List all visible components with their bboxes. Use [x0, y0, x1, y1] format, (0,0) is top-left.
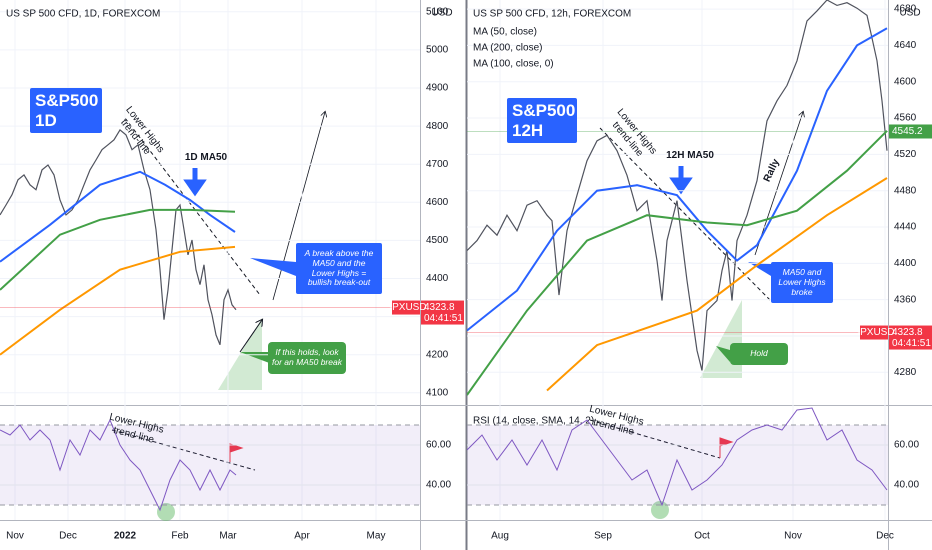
- price-badge: [421, 300, 464, 325]
- symbol-badge: [392, 300, 420, 315]
- price-line: [0, 245, 236, 356]
- price-time: 04:41:51: [892, 338, 931, 349]
- y-tick-label: 4200: [426, 349, 449, 360]
- annotation: 12H MA50: [666, 150, 714, 161]
- rsi-tick-label: 40.00: [894, 480, 919, 491]
- x-tick-label: Dec: [876, 531, 894, 542]
- y-tick-label: 4500: [426, 235, 449, 246]
- rsi-band: [0, 425, 420, 505]
- currency: USD: [431, 8, 452, 19]
- annotation: S&P500 12H: [507, 98, 577, 144]
- annotation: MA50 and Lower Highs broke: [771, 262, 833, 304]
- rsi-tick-label: 40.00: [426, 480, 451, 491]
- symbol-label: SPXUSD: [853, 327, 894, 338]
- x-tick-label: Oct: [694, 531, 710, 542]
- x-tick-label: Feb: [171, 531, 189, 542]
- legend-entry: MA (100, close, 0): [473, 59, 554, 70]
- rsi-title: RSI (14, close, SMA, 14, 2): [473, 416, 594, 427]
- price-line: [467, 27, 888, 332]
- rsi-tick-label: 60.00: [894, 440, 919, 451]
- y-tick-label: 5100: [426, 6, 449, 17]
- y-tick-label: 4800: [426, 121, 449, 132]
- rsi-line: [0, 418, 237, 512]
- y-tick-label: 4400: [894, 258, 917, 269]
- x-tick-label: Apr: [294, 531, 310, 542]
- y-tick-label: 4440: [894, 222, 917, 233]
- y-tick-label: 4280: [894, 367, 917, 378]
- price-line: [546, 177, 888, 392]
- x-tick-label: Mar: [219, 531, 237, 542]
- y-tick-label: 5000: [426, 45, 449, 56]
- currency: USD: [899, 8, 920, 19]
- y-tick-label: 4700: [426, 159, 449, 170]
- x-tick-label: Aug: [491, 531, 509, 542]
- symbol-label: SPXUSD: [385, 302, 426, 313]
- price-line: [467, 130, 888, 396]
- price-badge: [889, 124, 932, 139]
- price-badge: [889, 325, 932, 350]
- price-line: [467, 0, 888, 371]
- legend-entry: MA (200, close): [473, 43, 542, 54]
- price-value: 4323.8: [892, 327, 923, 338]
- rsi-line: [467, 407, 888, 507]
- rsi-tick-label: 60.00: [426, 440, 451, 451]
- y-tick-label: 4400: [426, 273, 449, 284]
- y-tick-label: 4520: [894, 149, 917, 160]
- y-tick-label: 4600: [426, 197, 449, 208]
- y-tick-label: 4560: [894, 113, 917, 124]
- x-tick-label: 2022: [114, 531, 137, 542]
- rsi-band: [467, 425, 888, 505]
- price-line: [0, 128, 237, 346]
- price-value: 4545.2: [892, 126, 923, 137]
- y-tick-label: 4680: [894, 4, 917, 15]
- price-line: [0, 170, 236, 263]
- chart-title: US SP 500 CFD, 12h, FOREXCOM: [473, 9, 631, 20]
- chart-title: US SP 500 CFD, 1D, FOREXCOM: [6, 9, 160, 20]
- annotation: A break above the MA50 and the Lower Hig…: [296, 243, 382, 295]
- price-value: 4323.8: [424, 302, 455, 313]
- legend-entry: MA (50, close): [473, 27, 537, 38]
- x-tick-label: Nov: [784, 531, 802, 542]
- y-tick-label: 4100: [426, 387, 449, 398]
- annotation: If this holds, look for an MA50 break: [268, 342, 346, 374]
- annotation: S&P500 1D: [30, 88, 102, 134]
- annotation: 1D MA50: [184, 152, 228, 163]
- drawings: [111, 112, 803, 521]
- y-tick-label: 4360: [894, 294, 917, 305]
- price-time: 04:41:51: [424, 313, 463, 324]
- y-tick-label: 4900: [426, 83, 449, 94]
- annotation: Hold: [730, 343, 788, 365]
- x-tick-label: Sep: [594, 531, 612, 542]
- x-tick-label: Dec: [59, 531, 77, 542]
- y-tick-label: 4640: [894, 40, 917, 51]
- y-tick-label: 4480: [894, 185, 917, 196]
- x-tick-label: Nov: [6, 531, 24, 542]
- y-tick-label: 4600: [894, 76, 917, 87]
- price-line: [0, 208, 236, 291]
- x-tick-label: May: [367, 531, 386, 542]
- symbol-badge: [860, 325, 888, 340]
